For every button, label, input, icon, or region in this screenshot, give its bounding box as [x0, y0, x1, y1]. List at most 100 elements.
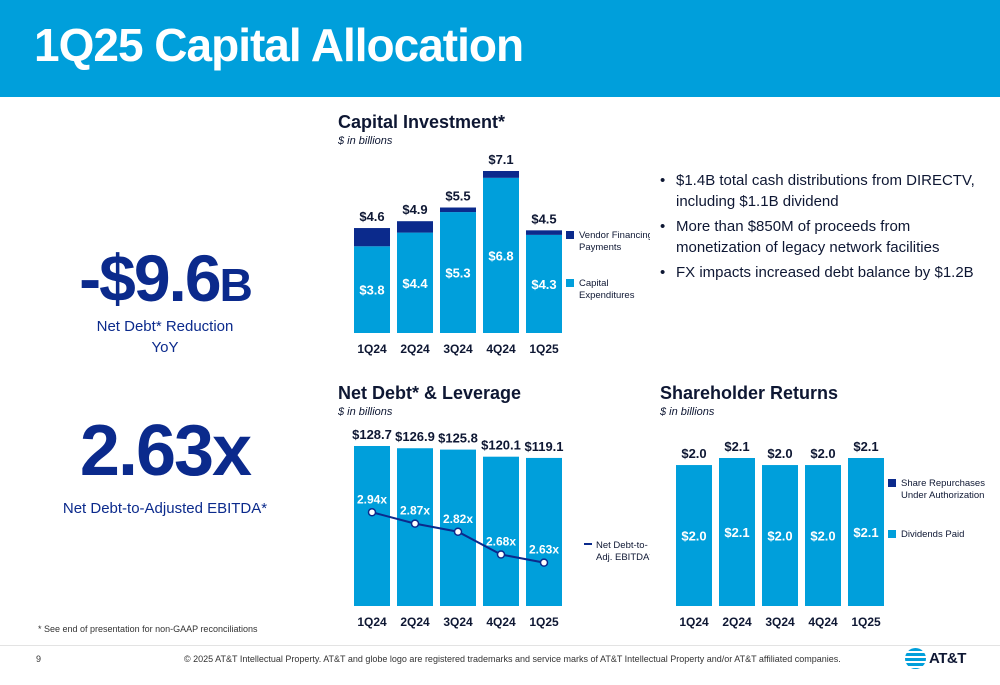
bar-total-label: $126.9 [395, 429, 435, 444]
net-debt-reduction-label: Net Debt* Reduction YoY [0, 316, 330, 358]
shareholder-returns-unit: $ in billions [660, 406, 715, 418]
legend-label: Capital [579, 278, 609, 289]
non-gaap-footnote: * See end of presentation for non-GAAP r… [38, 624, 258, 634]
bar-capital-expenditures [483, 177, 519, 333]
bar-value-label: $5.3 [445, 266, 470, 281]
leverage-value-label: 2.82x [443, 512, 473, 526]
logo-wordmark: AT&T [929, 650, 966, 667]
legend-label: Net Debt-to- [596, 540, 648, 551]
leverage-point [367, 508, 377, 517]
net-debt-leverage-chart: $128.7 1Q24 $126.9 2Q24 $125.8 3Q24 $120.1 4Q24… [352, 427, 650, 629]
bar-total-label: $2.0 [810, 446, 835, 461]
bar-total-label: $5.5 [445, 189, 470, 204]
bar-vendor-financing-payments [483, 171, 519, 178]
category-label: 1Q25 [529, 342, 559, 356]
legend-label: Vendor Financing [579, 230, 650, 241]
highlight-item: FX impacts increased debt balance by $1.… [660, 262, 990, 283]
legend-label: Under Authorization [901, 490, 984, 501]
bar-vendor-financing-payments [397, 221, 433, 233]
bar-vendor-financing-payments [526, 230, 562, 235]
shareholder-returns-chart: $2.0 $2.0 1Q24 $2.1 $2.1 2Q24 $2.0 $2.0 3Q24 $2.0… [676, 439, 985, 629]
leverage-value-label: 2.87x [400, 504, 430, 518]
highlight-item: More than $850M of proceeds from monetiz… [660, 216, 990, 258]
capital-investment-title: Capital Investment* [338, 112, 506, 132]
category-label: 1Q24 [357, 615, 387, 629]
bar-total-label: $4.5 [531, 211, 556, 226]
highlights-list: $1.4B total cash distributions from DIRE… [660, 170, 990, 287]
bar-total-label: $2.0 [681, 446, 706, 461]
shareholder-returns-title: Shareholder Returns [660, 383, 839, 403]
category-label: 1Q25 [529, 615, 559, 629]
leverage-point [410, 519, 420, 528]
bar-vendor-financing-payments [440, 207, 476, 213]
copyright-notice: © 2025 AT&T Intellectual Property. AT&T … [184, 654, 841, 664]
bar-total-label: $4.6 [359, 209, 384, 224]
bar-total-label: $2.0 [767, 446, 792, 461]
category-label: 2Q24 [400, 342, 430, 356]
leverage-point [496, 550, 506, 559]
category-label: 1Q24 [357, 342, 387, 356]
net-debt-reduction-suffix: B [219, 259, 253, 311]
globe-icon [905, 648, 926, 669]
category-label: 3Q24 [443, 615, 473, 629]
bar-dividends-paid [762, 465, 798, 606]
bar-total-label: $7.1 [488, 152, 513, 167]
net-debt-unit: $ in billions [338, 406, 393, 418]
bar-dividends-paid [848, 458, 884, 606]
bar-value-label: $3.8 [359, 283, 384, 298]
leverage-point [453, 527, 463, 536]
bar-capital-expenditures [440, 212, 476, 333]
bar-value-label: $2.0 [681, 529, 706, 544]
net-debt-reduction-value: -$9.6B [0, 240, 330, 323]
capital-investment-unit: $ in billions [338, 135, 393, 147]
bar-value-label: $4.4 [402, 276, 428, 291]
leverage-value-label: 2.94x [357, 492, 387, 506]
leverage-value: 2.63x [79, 411, 252, 491]
bar-total-label: $125.8 [438, 431, 478, 446]
category-label: 3Q24 [765, 615, 795, 629]
title-banner: 1Q25 Capital Allocation [0, 0, 1000, 97]
bar-value-label: $4.3 [531, 277, 556, 292]
legend-label: Payments [579, 242, 621, 253]
att-logo: AT&T [905, 647, 975, 671]
page-title: 1Q25 Capital Allocation [34, 19, 524, 71]
legend-label: Adj. EBITDA* [596, 552, 650, 563]
leverage-value-label: 2.63x [529, 543, 559, 557]
category-label: 1Q24 [679, 615, 709, 629]
bar-total-label: $4.9 [402, 202, 427, 217]
bar-dividends-paid [719, 458, 755, 606]
bar-net-debt [526, 457, 562, 606]
bar-value-label: $2.1 [724, 525, 749, 540]
legend-label: Dividends Paid [901, 529, 964, 540]
leverage-label: Net Debt-to-Adjusted EBITDA* [62, 500, 268, 517]
leverage-point [539, 558, 549, 567]
legend-swatch [566, 231, 574, 239]
bar-total-label: $119.1 [524, 439, 563, 454]
bar-dividends-paid [676, 465, 712, 606]
footer-divider [0, 645, 1000, 646]
legend-label: Share Repurchases [901, 478, 985, 489]
bar-total-label: $2.1 [853, 439, 878, 454]
legend-label: Expenditures [579, 290, 635, 301]
category-label: 1Q25 [851, 615, 881, 629]
bar-total-label: $128.7 [352, 427, 392, 442]
legend-swatch [888, 530, 896, 538]
category-label: 4Q24 [486, 615, 516, 629]
bar-value-label: $2.0 [767, 529, 792, 544]
bar-value-label: $6.8 [488, 248, 513, 263]
bar-capital-expenditures [397, 232, 433, 333]
bar-total-label: $2.1 [724, 439, 749, 454]
capital-investment-chart: $3.8 $4.6 1Q24 $4.4 $4.9 2Q24 $5.3 $5.5 3Q24 $6.8… [354, 152, 650, 356]
net-debt-reduction-number: -$9.6 [79, 241, 221, 315]
category-label: 4Q24 [486, 342, 516, 356]
category-label: 2Q24 [400, 615, 430, 629]
bar-value-label: $2.1 [853, 525, 878, 540]
bar-capital-expenditures [354, 246, 390, 333]
legend-swatch [888, 479, 896, 487]
category-label: 2Q24 [722, 615, 752, 629]
bar-net-debt [354, 446, 390, 606]
legend-swatch [566, 279, 574, 287]
bar-vendor-financing-payments [354, 228, 390, 247]
page-number: 9 [36, 654, 42, 664]
bar-dividends-paid [805, 465, 841, 606]
